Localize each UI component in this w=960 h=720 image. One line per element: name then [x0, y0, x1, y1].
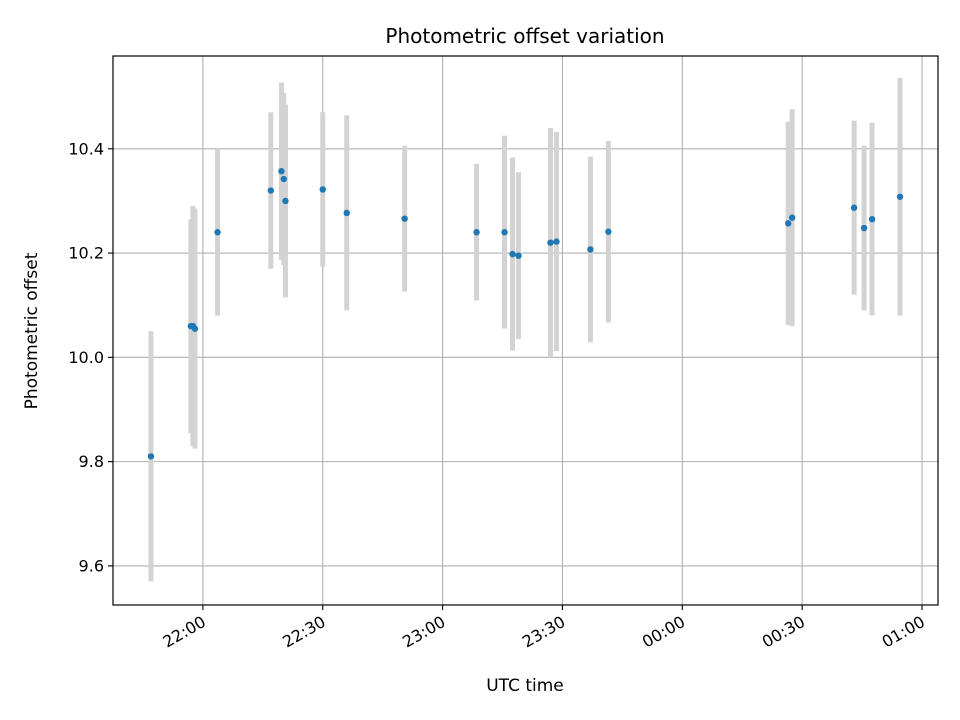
data-point — [473, 229, 480, 236]
data-points — [147, 168, 904, 460]
y-tick-label: 10.0 — [68, 348, 104, 367]
data-point — [587, 246, 594, 253]
data-point — [501, 229, 508, 236]
chart-title: Photometric offset variation — [385, 24, 664, 48]
data-point — [282, 197, 289, 205]
data-point — [784, 220, 792, 227]
data-point — [547, 239, 554, 246]
data-point — [280, 175, 287, 183]
data-point — [860, 224, 868, 232]
data-point — [191, 325, 199, 332]
data-point — [267, 187, 275, 194]
data-point — [147, 453, 155, 460]
data-point — [214, 229, 221, 236]
data-point — [319, 186, 326, 193]
data-point — [509, 250, 516, 258]
data-point — [868, 215, 876, 223]
data-point — [343, 209, 350, 217]
x-axis-label: UTC time — [486, 676, 564, 696]
data-point — [850, 204, 858, 211]
data-point — [401, 215, 408, 222]
y-axis-label: Photometric offset — [22, 252, 42, 409]
y-tick-label: 10.2 — [68, 244, 104, 263]
data-point — [515, 252, 522, 259]
data-point — [278, 168, 285, 175]
y-tick-label: 10.4 — [68, 139, 104, 158]
y-axis: 9.6 9.8 10.0 10.2 10.4 — [68, 139, 113, 575]
data-point — [553, 238, 560, 245]
y-tick-label: 9.8 — [79, 452, 104, 471]
plot-frame — [112, 55, 939, 606]
data-point — [605, 228, 612, 235]
y-tick-label: 9.6 — [79, 556, 104, 575]
data-point — [896, 193, 904, 200]
data-point — [788, 214, 796, 221]
